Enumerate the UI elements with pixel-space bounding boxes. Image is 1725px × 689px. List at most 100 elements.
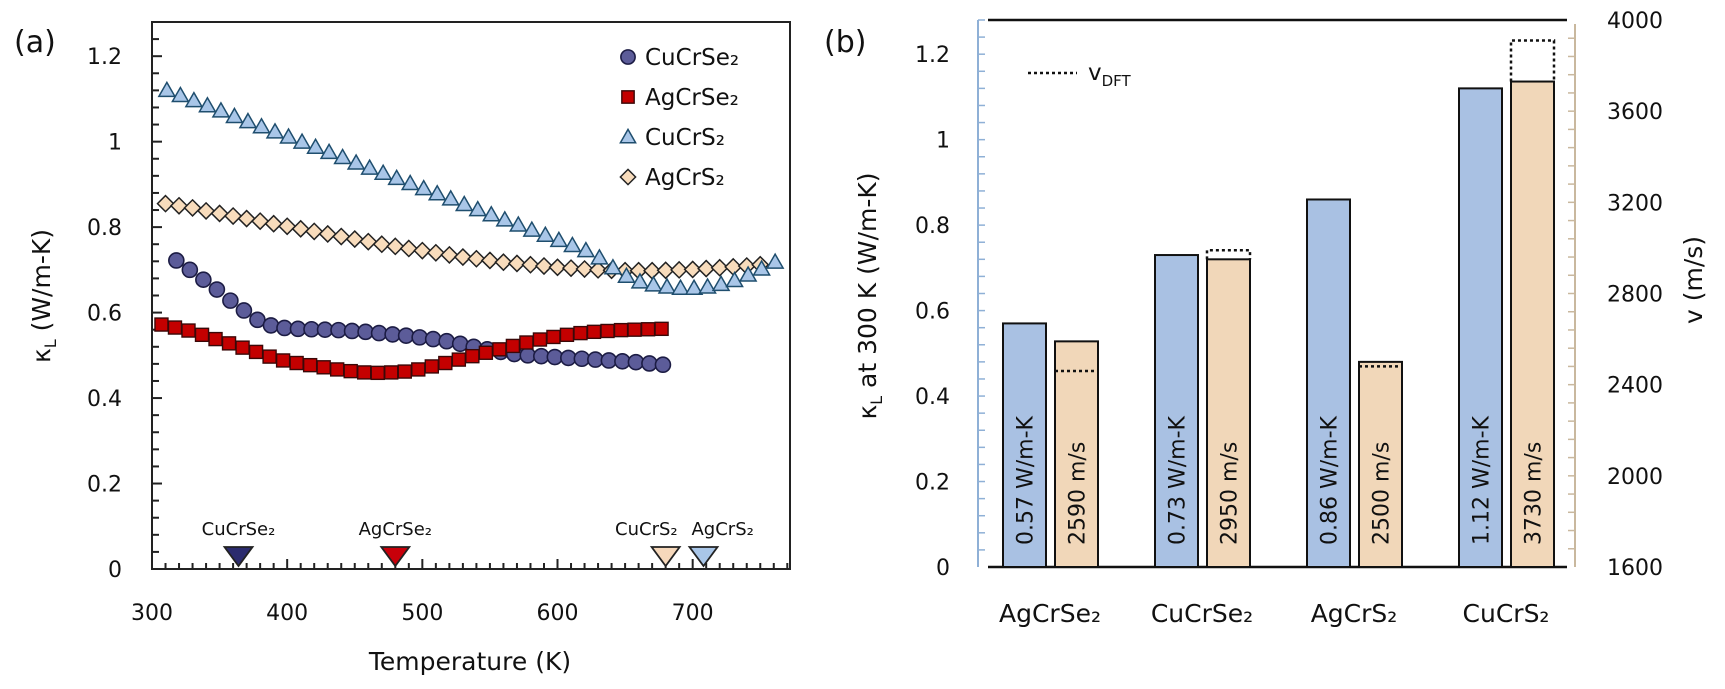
- data-point-circle: [370, 324, 388, 342]
- category-label: CuCrS₂: [1463, 599, 1550, 628]
- data-point-square: [357, 365, 372, 380]
- category-label: CuCrSe₂: [1151, 599, 1253, 628]
- data-point-triangle: [698, 277, 717, 294]
- plot-a-legend: CuCrSe₂ AgCrSe₂ CuCrS₂ AgCrS₂: [619, 45, 739, 191]
- data-point-diamond: [670, 260, 689, 279]
- data-point-circle: [573, 350, 591, 368]
- data-point-triangle: [617, 266, 636, 284]
- data-point-diamond: [521, 255, 540, 274]
- data-point-square: [478, 345, 494, 360]
- data-point-triangle: [279, 127, 298, 144]
- y2-tick-label: 1600: [1607, 556, 1663, 581]
- x-tick-label: 500: [401, 601, 443, 626]
- data-point-triangle: [671, 278, 690, 295]
- data-point-diamond: [399, 239, 418, 258]
- data-point-circle: [168, 252, 185, 269]
- data-point-circle: [654, 356, 672, 374]
- kappa-bar-label: 0.86 W/m-K: [1318, 415, 1343, 545]
- data-point-diamond: [697, 259, 716, 278]
- data-point-diamond: [453, 247, 472, 267]
- series-diamond: [156, 194, 770, 280]
- data-point-square: [302, 357, 318, 373]
- data-point-square: [519, 335, 534, 350]
- vdft-dotted-marker: [1509, 39, 1556, 82]
- data-point-circle: [397, 327, 415, 344]
- y2-tick-label: 3600: [1607, 100, 1663, 125]
- vdft-dotted-marker: [1205, 248, 1252, 260]
- data-point-triangle: [306, 137, 325, 154]
- data-point-square: [262, 349, 277, 364]
- plot-b-y-axis-title: κL at 300 K (W/m-K): [853, 172, 886, 419]
- data-point-square: [465, 348, 480, 364]
- data-point-square: [654, 321, 669, 337]
- data-point-triangle: [684, 278, 704, 295]
- data-point-circle: [519, 347, 537, 364]
- data-point-circle: [235, 302, 253, 319]
- data-point-square: [627, 322, 642, 337]
- y-tick-label: 1: [936, 129, 950, 154]
- transition-marker-triangle: [649, 546, 682, 568]
- data-point-triangle: [346, 153, 366, 170]
- legend-vdft-main: v: [1088, 60, 1102, 86]
- data-point-triangle: [171, 85, 190, 103]
- legend-marker-square: [621, 90, 635, 104]
- kappa-bar: [1458, 87, 1503, 568]
- bar-group: 0.86 W/m-K 2500 m/s AgCrS₂: [1306, 198, 1403, 628]
- plot-a-y-axis-title: κL (W/m-K): [27, 229, 60, 363]
- data-point-diamond: [372, 235, 391, 254]
- transition-label: AgCrS₂: [691, 519, 753, 540]
- data-point-square: [411, 362, 426, 377]
- data-point-circle: [614, 353, 631, 370]
- data-point-diamond: [426, 243, 445, 262]
- data-point-triangle: [225, 106, 244, 124]
- data-point-triangle: [157, 80, 177, 98]
- panel-b-label: (b): [824, 25, 866, 60]
- x-tick-label: 600: [537, 601, 579, 626]
- data-point-triangle: [536, 225, 555, 242]
- y-title-kappa: κ: [27, 348, 56, 363]
- y-tick-label: 0: [108, 558, 122, 583]
- data-point-triangle: [725, 271, 744, 288]
- series-triangle: [157, 80, 785, 295]
- data-point-square: [438, 355, 453, 371]
- data-point-triangle: [441, 189, 461, 206]
- data-point-triangle: [644, 275, 663, 292]
- velocity-bar-label: 3730 m/s: [1522, 442, 1547, 545]
- data-point-square: [492, 342, 507, 357]
- data-point-triangle: [752, 259, 771, 276]
- data-point-circle: [195, 271, 212, 288]
- plot-a-x-axis-title: Temperature (K): [368, 647, 571, 676]
- x-tick-label: 300: [131, 601, 173, 626]
- data-point-square: [532, 332, 548, 347]
- data-point-diamond: [278, 217, 297, 236]
- data-point-diamond: [169, 196, 189, 215]
- data-point-circle: [262, 317, 280, 334]
- plot-b-legend: vDFT: [1028, 60, 1132, 90]
- transition-label: CuCrSe₂: [202, 519, 276, 540]
- data-point-triangle: [265, 122, 285, 139]
- panel-a-thermal-conductivity-vs-temperature: (a) 0 0.2 0.4 0.6 0.8 1 1.2 300 400 500 600 700 CuC…: [14, 21, 791, 676]
- data-point-triangle: [563, 235, 582, 253]
- data-point-square: [600, 323, 615, 339]
- data-point-diamond: [683, 260, 702, 279]
- legend-marker-diamond: [619, 168, 637, 186]
- data-point-diamond: [156, 194, 175, 213]
- data-point-triangle: [657, 277, 677, 294]
- data-point-triangle: [522, 220, 542, 237]
- data-point-diamond: [440, 245, 459, 264]
- data-point-triangle: [711, 274, 731, 292]
- data-point-triangle: [468, 200, 488, 217]
- plot-a-series: [154, 80, 785, 381]
- y-tick-label: 1.2: [915, 43, 950, 68]
- y-title-sub: L: [867, 396, 886, 405]
- data-point-diamond: [467, 249, 486, 268]
- legend-label: AgCrS₂: [645, 165, 725, 191]
- legend-vdft-label: vDFT: [1088, 60, 1132, 90]
- data-point-diamond: [548, 258, 567, 277]
- data-point-square: [384, 365, 399, 380]
- data-point-diamond: [359, 232, 378, 251]
- data-point-triangle: [292, 132, 312, 149]
- data-point-diamond: [588, 260, 608, 279]
- velocity-bar: [1358, 360, 1403, 568]
